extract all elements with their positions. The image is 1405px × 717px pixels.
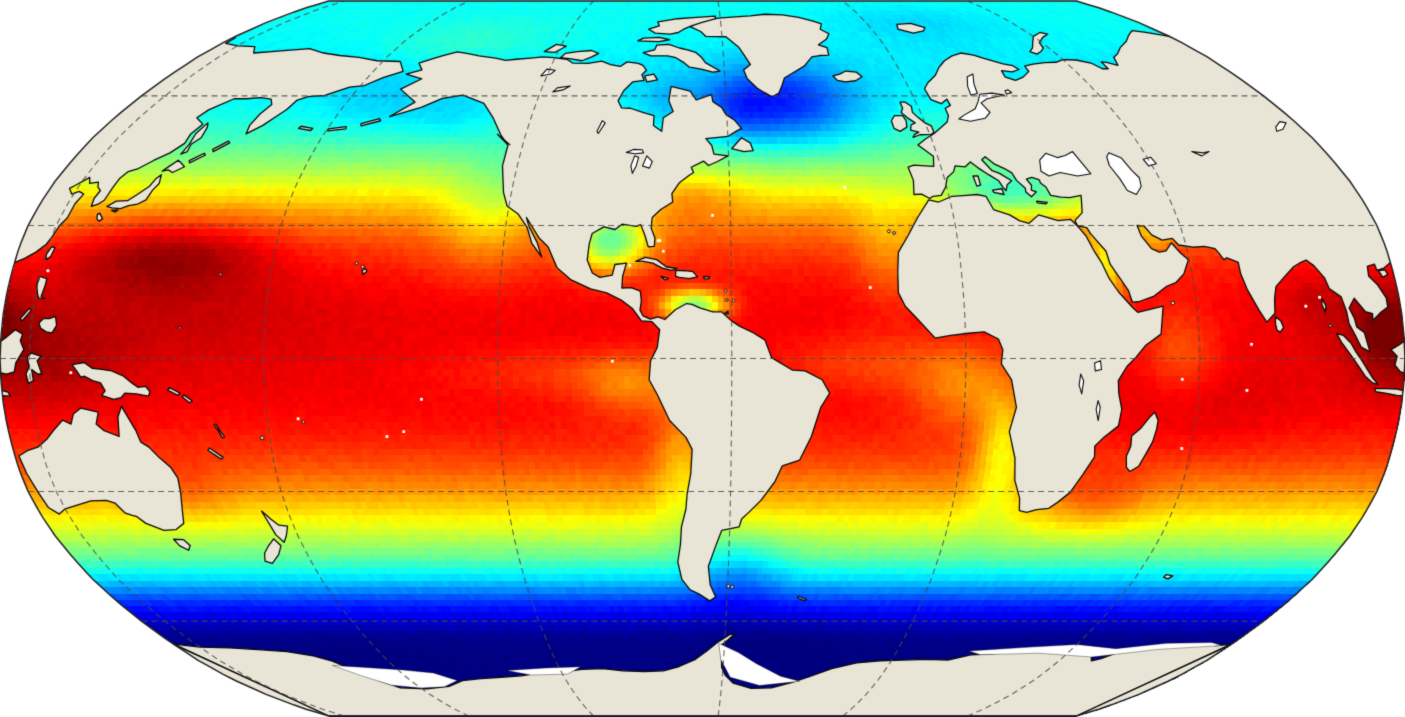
world-map-canvas (0, 0, 1405, 717)
map-figure (0, 0, 1405, 717)
